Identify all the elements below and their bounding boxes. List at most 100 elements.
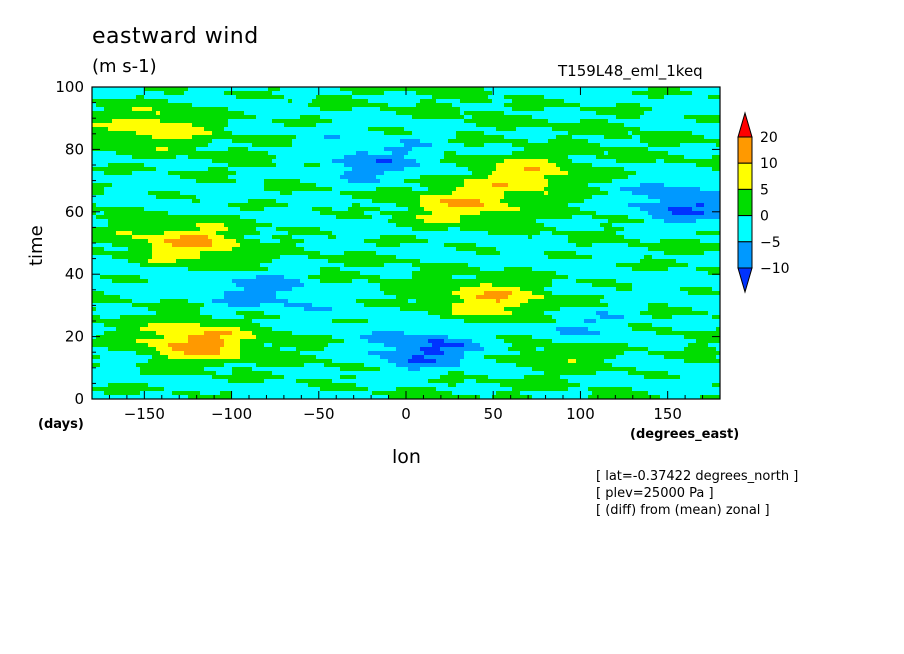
- field-cell: [648, 187, 653, 192]
- field-cell: [368, 131, 373, 136]
- field-cell: [188, 195, 193, 200]
- field-cell: [208, 111, 213, 116]
- field-cell: [652, 107, 657, 112]
- field-cell: [556, 167, 561, 172]
- field-cell: [476, 99, 481, 104]
- field-cell: [568, 139, 573, 144]
- field-cell: [332, 155, 337, 160]
- field-cell: [464, 183, 469, 188]
- field-cell: [320, 191, 325, 196]
- field-cell: [328, 119, 333, 124]
- field-cell: [552, 87, 557, 92]
- field-cell: [324, 211, 329, 216]
- field-cell: [652, 207, 657, 212]
- field-cell: [304, 127, 309, 132]
- field-cell: [668, 195, 673, 200]
- field-cell: [708, 199, 713, 204]
- field-cell: [368, 203, 373, 208]
- field-cell: [376, 91, 381, 96]
- field-cell: [240, 203, 245, 208]
- field-cell: [376, 147, 381, 152]
- field-cell: [276, 183, 281, 188]
- field-cell: [440, 103, 445, 108]
- field-cell: [252, 111, 257, 116]
- field-cell: [716, 115, 721, 120]
- field-cell: [320, 151, 325, 156]
- field-cell: [312, 103, 317, 108]
- field-cell: [620, 187, 625, 192]
- field-cell: [148, 147, 153, 152]
- field-cell: [236, 139, 241, 144]
- field-cell: [460, 143, 465, 148]
- field-cell: [200, 147, 205, 152]
- field-cell: [424, 187, 429, 192]
- field-cell: [640, 175, 645, 180]
- field-cell: [604, 199, 609, 204]
- field-cell: [536, 171, 541, 176]
- field-cell: [388, 159, 393, 164]
- field-cell: [240, 107, 245, 112]
- field-cell: [376, 175, 381, 180]
- field-cell: [532, 123, 537, 128]
- field-cell: [228, 139, 233, 144]
- field-cell: [508, 143, 513, 148]
- field-cell: [648, 159, 653, 164]
- field-cell: [160, 155, 165, 160]
- field-cell: [220, 87, 225, 92]
- field-cell: [596, 195, 601, 200]
- field-cell: [580, 175, 585, 180]
- field-cell: [248, 111, 253, 116]
- field-cell: [680, 139, 685, 144]
- field-cell: [568, 135, 573, 140]
- field-cell: [472, 147, 477, 152]
- field-cell: [640, 103, 645, 108]
- field-cell: [628, 199, 633, 204]
- field-cell: [444, 171, 449, 176]
- field-cell: [260, 143, 265, 148]
- field-cell: [616, 91, 621, 96]
- field-cell: [176, 91, 181, 96]
- field-cell: [440, 195, 445, 200]
- field-cell: [596, 107, 601, 112]
- field-cell: [92, 167, 97, 172]
- field-cell: [452, 179, 457, 184]
- field-cell: [120, 87, 125, 92]
- field-cell: [112, 139, 117, 144]
- field-cell: [324, 175, 329, 180]
- field-cell: [188, 155, 193, 160]
- field-cell: [652, 127, 657, 132]
- field-cell: [560, 199, 565, 204]
- field-cell: [424, 111, 429, 116]
- field-cell: [624, 107, 629, 112]
- field-cell: [148, 99, 153, 104]
- field-cell: [612, 175, 617, 180]
- field-cell: [360, 99, 365, 104]
- field-cell: [112, 211, 117, 216]
- field-cell: [516, 127, 521, 132]
- field-cell: [332, 211, 337, 216]
- field-cell: [580, 163, 585, 168]
- field-cell: [528, 119, 533, 124]
- field-cell: [660, 187, 665, 192]
- field-cell: [684, 111, 689, 116]
- field-cell: [696, 195, 701, 200]
- field-cell: [648, 191, 653, 196]
- field-cell: [488, 179, 493, 184]
- field-cell: [228, 195, 233, 200]
- field-cell: [500, 159, 505, 164]
- field-cell: [672, 199, 677, 204]
- field-cell: [372, 155, 377, 160]
- field-cell: [108, 147, 113, 152]
- field-cell: [284, 131, 289, 136]
- field-cell: [588, 123, 593, 128]
- field-cell: [300, 191, 305, 196]
- field-cell: [524, 199, 529, 204]
- field-cell: [396, 163, 401, 168]
- field-cell: [348, 107, 353, 112]
- field-cell: [384, 207, 389, 212]
- field-cell: [152, 115, 157, 120]
- field-cell: [708, 111, 713, 116]
- field-cell: [328, 163, 333, 168]
- field-cell: [696, 207, 701, 212]
- field-cell: [172, 147, 177, 152]
